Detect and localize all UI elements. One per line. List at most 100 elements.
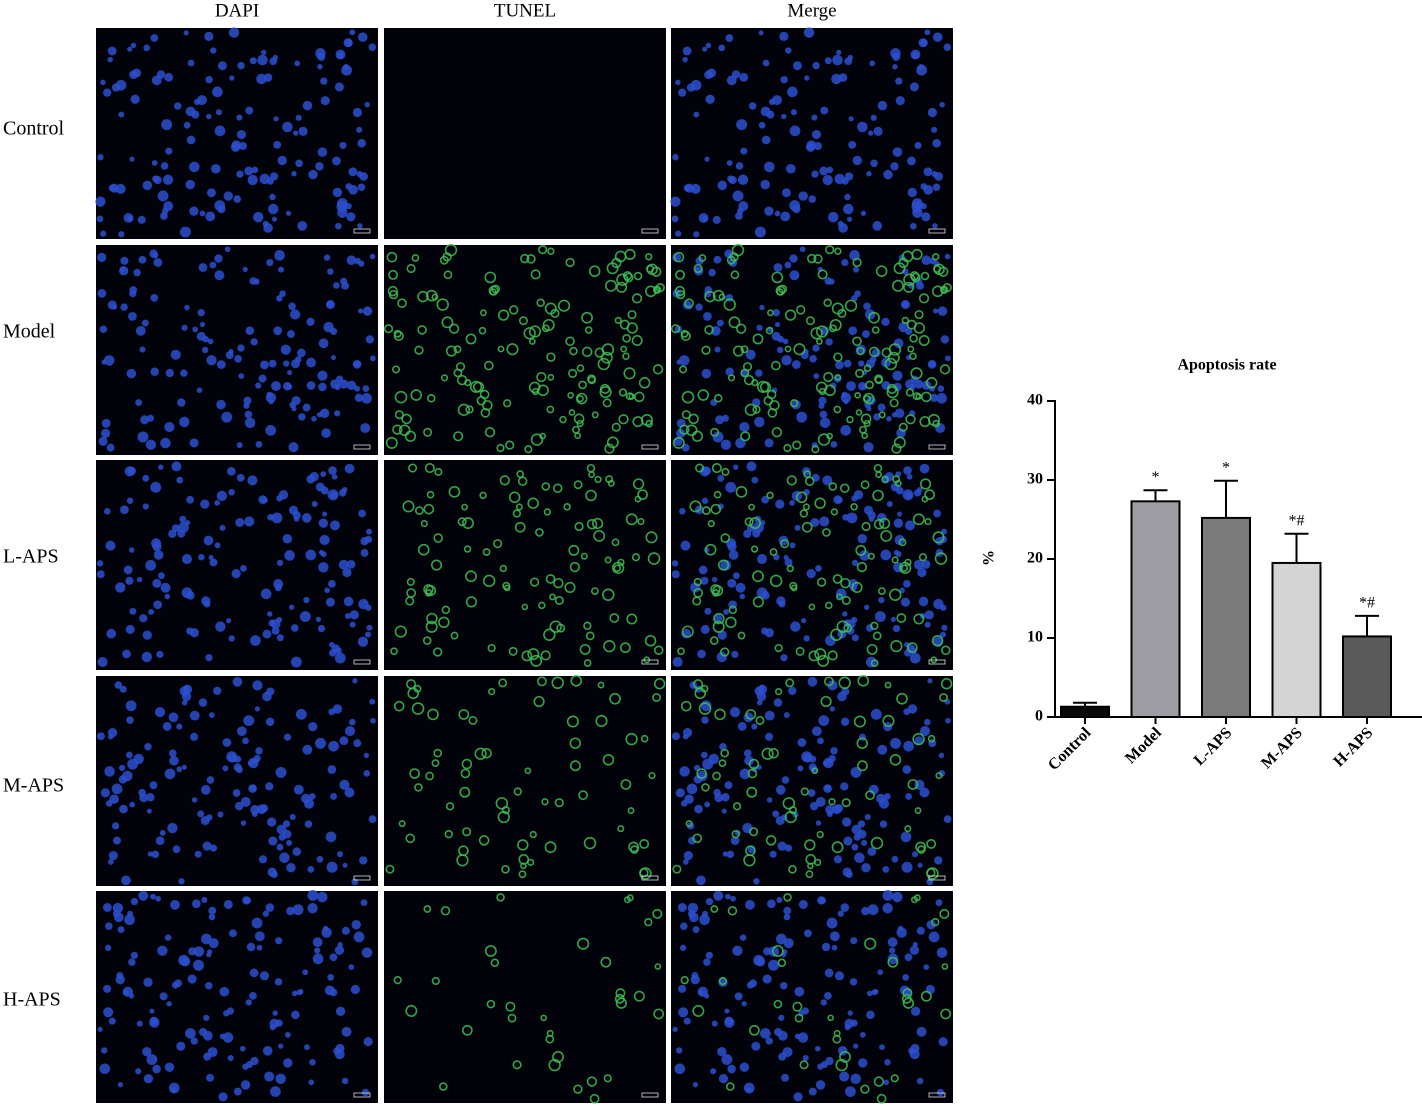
nucleus [141,319,149,327]
nucleus [842,817,852,827]
tunel-cell [458,845,469,857]
tunel-cell [728,316,741,329]
nucleus [836,496,843,504]
nucleus [698,565,708,575]
nucleus [781,188,791,198]
nucleus [178,878,185,885]
nucleus [317,147,328,157]
nucleus [844,193,851,201]
nucleus [279,852,290,864]
tunel-cell [752,333,764,345]
tunel-cell [425,585,437,597]
nucleus [879,820,888,828]
nucleus [222,738,232,747]
nucleus [776,596,786,606]
tunel-cell [732,345,744,357]
nucleus [360,548,369,557]
tunel-cell [394,625,407,638]
nucleus [360,537,369,546]
nucleus [312,937,323,948]
nucleus [291,396,301,406]
tunel-cell [631,293,643,304]
nucleus [235,518,245,527]
nucleus [253,754,261,763]
nucleus [339,779,350,790]
nucleus [139,346,146,353]
nucleus [334,410,341,417]
tunel-cell [520,253,530,264]
tunel-cell [425,289,438,302]
tunel-cell [618,388,628,397]
tunel-cell [632,478,645,490]
tunel-cell [680,330,691,342]
nucleus [202,335,209,343]
nucleus [902,974,910,981]
nucleus [778,1052,787,1061]
nucleus [103,984,112,993]
nucleus [339,379,349,389]
tunel-cell [425,771,434,781]
nucleus [243,715,255,727]
tunel-cell [445,802,455,811]
tunel-cell [718,759,727,768]
tunel-cell [745,845,756,857]
micrograph [384,891,666,1104]
nucleus [877,744,888,755]
nucleus [196,387,203,393]
nucleus [236,129,247,140]
nucleus [352,678,358,684]
nucleus [808,1087,817,1096]
nucleus [170,899,180,910]
nucleus [766,797,773,803]
tunel-cell [926,838,937,849]
nucleus [349,610,359,620]
nucleus [164,421,175,433]
nucleus [169,755,179,766]
nucleus [877,100,888,111]
nucleus [923,185,933,195]
nucleus [128,311,137,321]
nucleus [216,399,226,410]
nucleus [894,408,905,419]
tunel-cell [805,854,817,865]
nucleus [118,231,125,238]
nucleus [940,335,950,344]
nucleus [262,1046,273,1056]
nucleus [285,210,292,216]
tunel-cell [765,326,774,335]
nucleus [873,989,879,995]
tunel-cell [589,1093,600,1104]
nucleus [247,174,258,186]
tunel-cell [603,639,616,653]
nucleus [140,415,150,425]
tunel-cell [445,345,457,357]
nucleus [825,635,836,646]
nucleus [247,475,258,486]
nucleus [273,116,279,122]
nucleus [293,130,299,136]
tunel-cell [427,708,439,721]
nucleus [115,183,126,194]
tunel-cell [622,352,630,361]
nucleus [853,1043,859,1049]
nucleus [153,258,163,267]
nucleus [844,172,854,181]
nucleus [760,1028,771,1039]
nucleus [364,101,370,108]
tunel-cell [499,475,510,486]
tunel-cell [851,581,863,593]
nucleus [354,393,364,402]
nucleus [847,1010,853,1016]
nucleus [322,511,328,517]
tunel-cell [913,322,926,334]
nucleus [282,820,291,828]
micrograph [384,674,666,886]
nucleus [130,951,138,959]
nucleus [104,508,111,515]
tunel-cell [736,323,747,334]
nucleus [284,1031,291,1038]
nucleus [217,61,227,71]
tunel-cell [911,248,923,260]
nucleus [278,1043,284,1049]
